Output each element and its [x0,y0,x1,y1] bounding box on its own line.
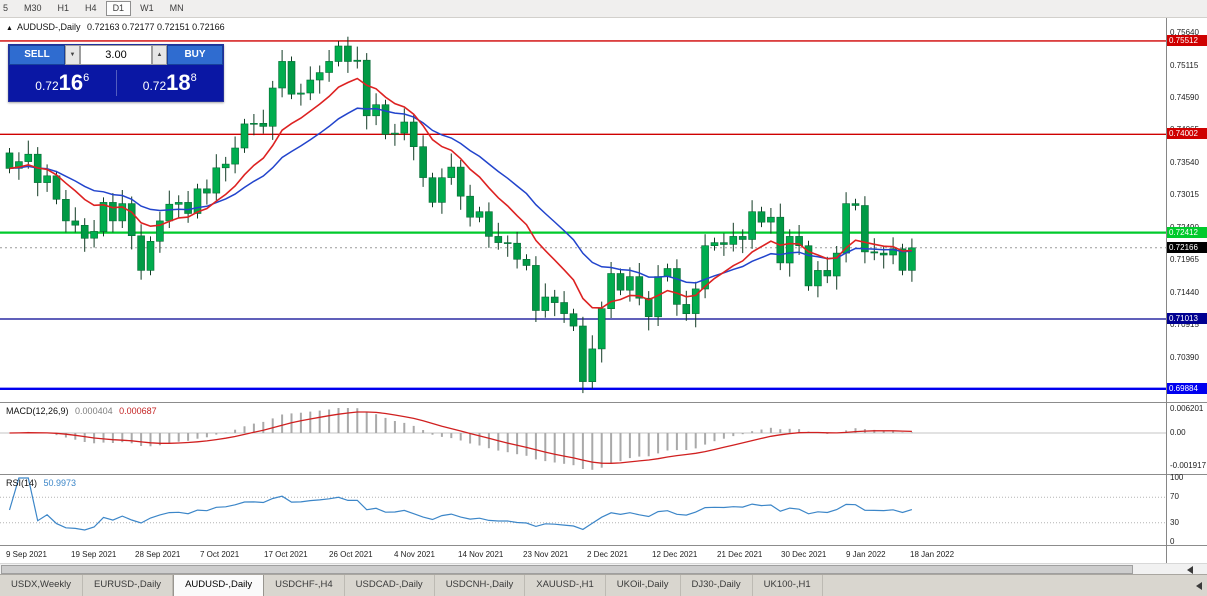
date-axis-label: 21 Dec 2021 [717,550,763,559]
buy-price-big: 0.72 [142,79,167,93]
sell-price-pip: 6 [83,72,90,84]
sell-price-mid: 16 [58,70,84,95]
trade-controls-row: SELL ▼ 3.00 ▲ BUY [9,45,223,65]
macd-signal-value: 0.000687 [119,406,157,416]
hline-price-label: 0.74002 [1167,128,1207,140]
rsi-axis-label: 70 [1170,492,1179,502]
tab-usdcnh-daily[interactable]: USDCNH-,Daily [435,575,526,596]
sell-price[interactable]: 0.72166 [9,70,116,96]
chart-tabs: USDX,Weekly EURUSD-,Daily AUDUSD-,Daily USD… [0,574,1207,596]
timeframe-button-mn[interactable]: MN [169,3,184,13]
price-axis-label: 0.74590 [1170,92,1199,102]
tab-usdx-weekly[interactable]: USDX,Weekly [0,575,84,596]
sell-button[interactable]: SELL [9,45,65,65]
price-axis-label: 0.70915 [1170,320,1199,330]
timeframe-buttons: 5 M30 H1 H4 D1 W1 MN [0,1,192,16]
date-axis-label: 28 Sep 2021 [135,550,181,559]
chart-canvas[interactable] [0,18,1166,563]
macd-main-value: 0.000404 [75,406,113,416]
tab-audusd-daily[interactable]: AUDUSD-,Daily [173,575,265,596]
price-axis-label: 0.73540 [1170,157,1199,167]
price-divider [115,70,117,96]
hline-price-label: 0.69884 [1167,382,1207,394]
macd-axis-label: 0.00 [1170,428,1186,437]
price-axis-label: 0.73015 [1170,190,1199,200]
trade-prices-row: 0.72166 0.72188 [9,65,223,101]
date-axis-label: 12 Dec 2021 [652,550,698,559]
tab-usdcad-daily[interactable]: USDCAD-,Daily [345,575,435,596]
current-price-label: 0.72166 [1167,241,1207,253]
timeframe-toolbar: 5 M30 H1 H4 D1 W1 MN [0,0,1207,18]
timeframe-button-w1[interactable]: W1 [140,3,154,13]
price-axis-label: 0.75640 [1170,28,1199,37]
macd-indicator-name: MACD(12,26,9) [6,406,69,416]
date-axis-label: 23 Nov 2021 [523,550,569,559]
chevron-up-icon: ▲ [156,52,163,58]
buy-price-mid: 18 [166,70,191,95]
date-axis-label: 17 Oct 2021 [264,550,308,559]
volume-input[interactable]: 3.00 [80,45,152,65]
timeframe-button-h4[interactable]: H4 [85,3,97,13]
macd-label: MACD(12,26,9) 0.000404 0.000687 [6,406,157,416]
rsi-axis-label: 0 [1170,537,1175,546]
volume-increase-button[interactable]: ▲ [152,45,167,65]
chart-title: ▲ AUDUSD-,Daily 0.72163 0.72177 0.72151 … [6,22,225,32]
tab-xauusd-h1[interactable]: XAUUSD-,H1 [525,575,606,596]
buy-price-pip: 8 [190,72,197,84]
buy-price[interactable]: 0.72188 [117,70,224,96]
macd-axis-label: -0.001917 [1170,461,1207,470]
timeframe-button-5[interactable]: 5 [3,3,9,13]
price-axis-label: 0.75115 [1170,60,1199,70]
macd-axis-label: 0.006201 [1170,404,1204,413]
scrollbar-thumb[interactable] [1,565,1133,574]
rsi-value: 50.9973 [43,478,77,488]
price-scale[interactable]: 0.756400.751150.745900.740650.735400.730… [1166,18,1207,563]
hline-price-label: 0.75512 [1167,34,1207,46]
date-axis-label: 4 Nov 2021 [394,550,435,559]
date-axis-label: 30 Dec 2021 [781,550,827,559]
rsi-axis-label: 30 [1170,517,1179,527]
hline-price-label: 0.71013 [1167,313,1207,324]
horizontal-scrollbar[interactable] [0,563,1207,575]
chart-symbol-icon: ▲ [6,25,13,32]
pane-separator [1167,474,1207,475]
hline-price-label: 0.72412 [1167,226,1207,238]
date-axis-label: 14 Nov 2021 [458,550,504,559]
buy-button[interactable]: BUY [167,45,223,65]
date-axis-label: 2 Dec 2021 [587,550,628,559]
tab-eurusd-daily[interactable]: EURUSD-,Daily [83,575,174,596]
timeframe-button-d1[interactable]: D1 [105,1,132,16]
rsi-label: RSI(14) 50.9973 [6,478,76,488]
date-axis-label: 9 Jan 2022 [846,550,886,559]
rsi-axis-label: 100 [1170,473,1184,482]
chart-symbol-period: AUDUSD-,Daily [16,22,81,32]
timeframe-button-h1[interactable]: H1 [57,3,70,13]
date-axis-label: 26 Oct 2021 [329,550,373,559]
date-axis: 9 Sep 2021 19 Sep 2021 28 Sep 2021 7 Oct 20… [0,546,1166,563]
date-axis-label: 18 Jan 2022 [910,550,955,559]
price-axis-label: 0.71965 [1170,255,1199,265]
date-axis-label: 7 Oct 2021 [200,550,240,559]
tab-dj30-daily[interactable]: DJ30-,Daily [681,575,753,596]
pane-separator [1167,402,1207,403]
sell-price-big: 0.72 [35,79,59,93]
chart-region: ▲ AUDUSD-,Daily 0.72163 0.72177 0.72151 … [0,18,1207,563]
one-click-trading-panel: SELL ▼ 3.00 ▲ BUY 0.72166 0.72188 [8,44,224,102]
timeframe-button-m30[interactable]: M30 [24,3,42,13]
scroll-to-end-icon[interactable] [1187,566,1193,574]
tab-uk100-h1[interactable]: UK100-,H1 [753,575,823,596]
date-axis-label: 9 Sep 2021 [6,550,47,559]
tab-usdchf-h4[interactable]: USDCHF-,H4 [264,575,345,596]
chart-ohlc-values: 0.72163 0.72177 0.72151 0.72166 [86,22,225,32]
pane-separator [1167,545,1207,546]
price-axis-label: 0.71440 [1170,287,1199,297]
date-axis-label: 19 Sep 2021 [71,550,117,559]
price-axis-label: 0.70390 [1170,352,1199,362]
rsi-indicator-name: RSI(14) [6,478,38,488]
volume-decrease-button[interactable]: ▼ [65,45,80,65]
tab-ukoil-daily[interactable]: UKOil-,Daily [606,575,681,596]
tab-scroll-icon[interactable] [1196,582,1202,590]
chevron-down-icon: ▼ [69,52,76,58]
